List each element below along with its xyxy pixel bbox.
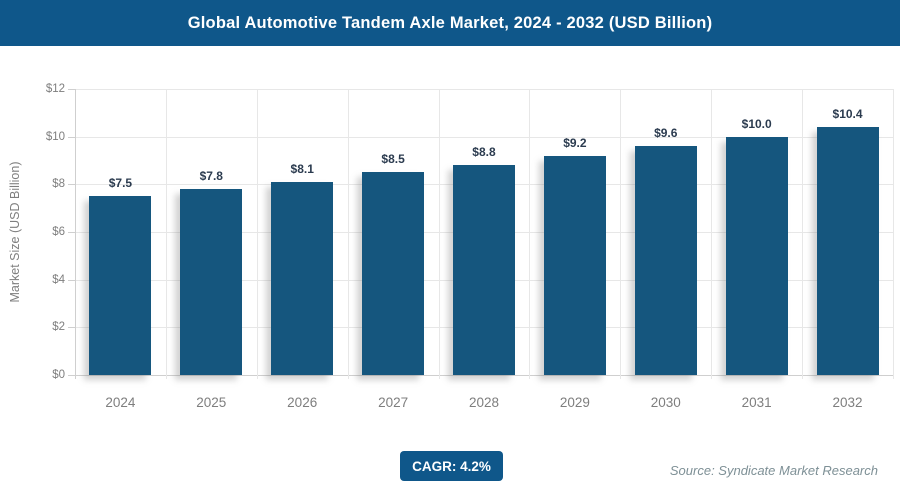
y-tick-mark — [68, 184, 75, 186]
y-tick-label: $8 — [52, 178, 65, 191]
v-gridline — [802, 89, 804, 379]
plot-area: $0 $2 $4 $6 $8 $10 $12 $7.5 2024 $7.8 2025 $8.1 2026… — [46, 83, 894, 410]
source-text: Source: Syndicate Market Research — [669, 463, 878, 478]
bar-value-label: $8.8 — [472, 145, 496, 160]
y-tick-label: $12 — [45, 83, 65, 95]
v-gridline — [438, 89, 440, 379]
bar-value-label: $7.8 — [199, 169, 223, 184]
y-tick-mark — [68, 375, 75, 376]
bar-2028 — [453, 165, 515, 375]
bar-value-label: $8.5 — [381, 152, 405, 167]
y-axis-title: Market Size (USD Billion) — [8, 161, 22, 303]
bar-value-label: $9.6 — [654, 126, 678, 141]
x-tick-label: 2029 — [559, 395, 590, 410]
v-gridline — [893, 89, 894, 379]
y-axis-line — [75, 89, 76, 379]
bar-value-label: $9.2 — [563, 135, 587, 150]
y-tick-mark — [68, 89, 75, 90]
bar-2026 — [271, 181, 334, 375]
bar-value-label: $8.1 — [290, 161, 314, 176]
bar-2031 — [725, 136, 788, 375]
h-gridline — [75, 375, 893, 376]
y-tick-mark — [68, 136, 75, 138]
chart-title-bar: Global Automotive Tandem Axle Market, 20… — [0, 0, 900, 46]
v-gridline — [529, 89, 531, 379]
x-tick-label: 2031 — [741, 395, 772, 410]
y-tick-mark — [68, 232, 75, 233]
bar-2027 — [362, 172, 425, 375]
v-gridline — [256, 89, 258, 379]
chart-title: Global Automotive Tandem Axle Market, 20… — [187, 13, 713, 32]
bar-value-label: $7.5 — [108, 176, 133, 191]
cagr-badge: CAGR: 4.2% — [400, 451, 503, 481]
y-tick-label: $10 — [45, 130, 65, 143]
x-tick-label: 2030 — [650, 395, 681, 410]
x-tick-label: 2027 — [378, 395, 409, 410]
h-gridline — [75, 136, 893, 138]
x-tick-label: 2025 — [196, 395, 227, 410]
y-tick-label: $0 — [52, 369, 65, 381]
y-tick-label: $4 — [52, 273, 65, 286]
y-tick-label: $6 — [52, 226, 65, 238]
bar-value-label: $10.4 — [832, 107, 863, 122]
v-gridline — [347, 89, 349, 379]
bar-2024 — [89, 196, 152, 375]
x-tick-label: 2026 — [287, 395, 318, 410]
bar-2030 — [634, 146, 697, 375]
v-gridline — [165, 89, 167, 379]
v-gridline — [711, 89, 713, 379]
bar-2029 — [543, 155, 606, 375]
y-tick-label: $2 — [52, 321, 65, 334]
h-gridline — [75, 89, 893, 90]
x-tick-label: 2028 — [468, 395, 499, 410]
bar-value-label: $10.0 — [741, 116, 772, 131]
bar-2025 — [180, 189, 243, 375]
bar-2032 — [816, 127, 879, 375]
v-gridline — [620, 89, 622, 379]
y-tick-mark — [68, 279, 75, 281]
x-tick-label: 2032 — [832, 395, 863, 410]
x-tick-label: 2024 — [105, 395, 136, 410]
y-tick-mark — [68, 327, 75, 329]
